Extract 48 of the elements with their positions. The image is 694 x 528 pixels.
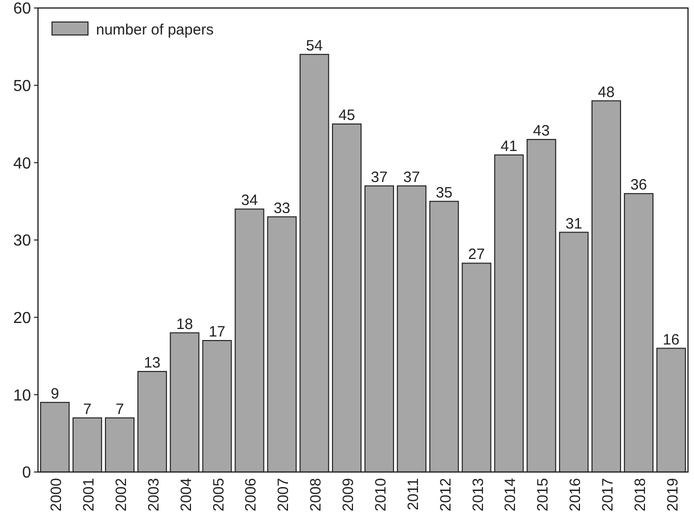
x-tick-label: 2016	[567, 478, 584, 512]
data-label: 9	[50, 385, 60, 402]
data-label: 43	[533, 122, 550, 140]
data-label: 34	[241, 192, 258, 210]
data-label: 7	[83, 400, 92, 418]
data-label: 7	[116, 400, 124, 418]
legend-label: number of papers	[96, 21, 214, 38]
data-label: 31	[565, 215, 582, 232]
x-tick-label: 2006	[242, 478, 260, 512]
x-tick-label: 2005	[210, 478, 228, 512]
y-tick-label: 60	[13, 0, 32, 18]
x-tick-label: 2014	[502, 478, 520, 512]
data-label: 17	[208, 324, 226, 341]
x-tick-label: 2015	[534, 478, 552, 512]
data-label: 16	[662, 331, 680, 348]
data-label: 54	[306, 37, 323, 54]
y-tick-label: 20	[13, 310, 32, 327]
y-tick-label: 50	[13, 78, 32, 95]
data-label: 13	[144, 354, 161, 372]
x-tick-label: 2011	[404, 478, 422, 510]
data-label: 27	[468, 246, 485, 264]
y-tick-label: 10	[13, 387, 32, 404]
data-label: 36	[630, 176, 648, 194]
x-tick-label: 2001	[80, 478, 98, 512]
x-tick-label: 2008	[308, 478, 325, 512]
data-label: 48	[598, 84, 615, 101]
x-tick-label: 2004	[178, 478, 195, 512]
data-label: 41	[500, 138, 518, 155]
x-tick-label: 2003	[145, 478, 162, 512]
x-tick-label: 2009	[340, 478, 358, 512]
data-label: 37	[403, 168, 420, 186]
data-label: 35	[436, 184, 452, 202]
x-tick-label: 2013	[470, 478, 487, 512]
x-tick-label: 2007	[275, 478, 292, 512]
x-tick-label: 2019	[664, 478, 682, 512]
y-tick-label: 30	[13, 232, 32, 250]
x-tick-label: 2000	[48, 478, 66, 512]
data-label: 45	[338, 107, 356, 124]
data-label: 33	[274, 200, 290, 217]
y-tick-label: 0	[22, 464, 32, 482]
x-tick-label: 2002	[112, 478, 130, 512]
x-tick-label: 2017	[600, 478, 617, 512]
x-tick-label: 2018	[632, 478, 649, 512]
data-label: 18	[176, 316, 193, 333]
x-tick-label: 2010	[372, 478, 390, 512]
y-tick-label: 40	[13, 155, 32, 172]
data-label: 37	[370, 168, 388, 186]
x-tick-label: 2012	[437, 478, 454, 512]
